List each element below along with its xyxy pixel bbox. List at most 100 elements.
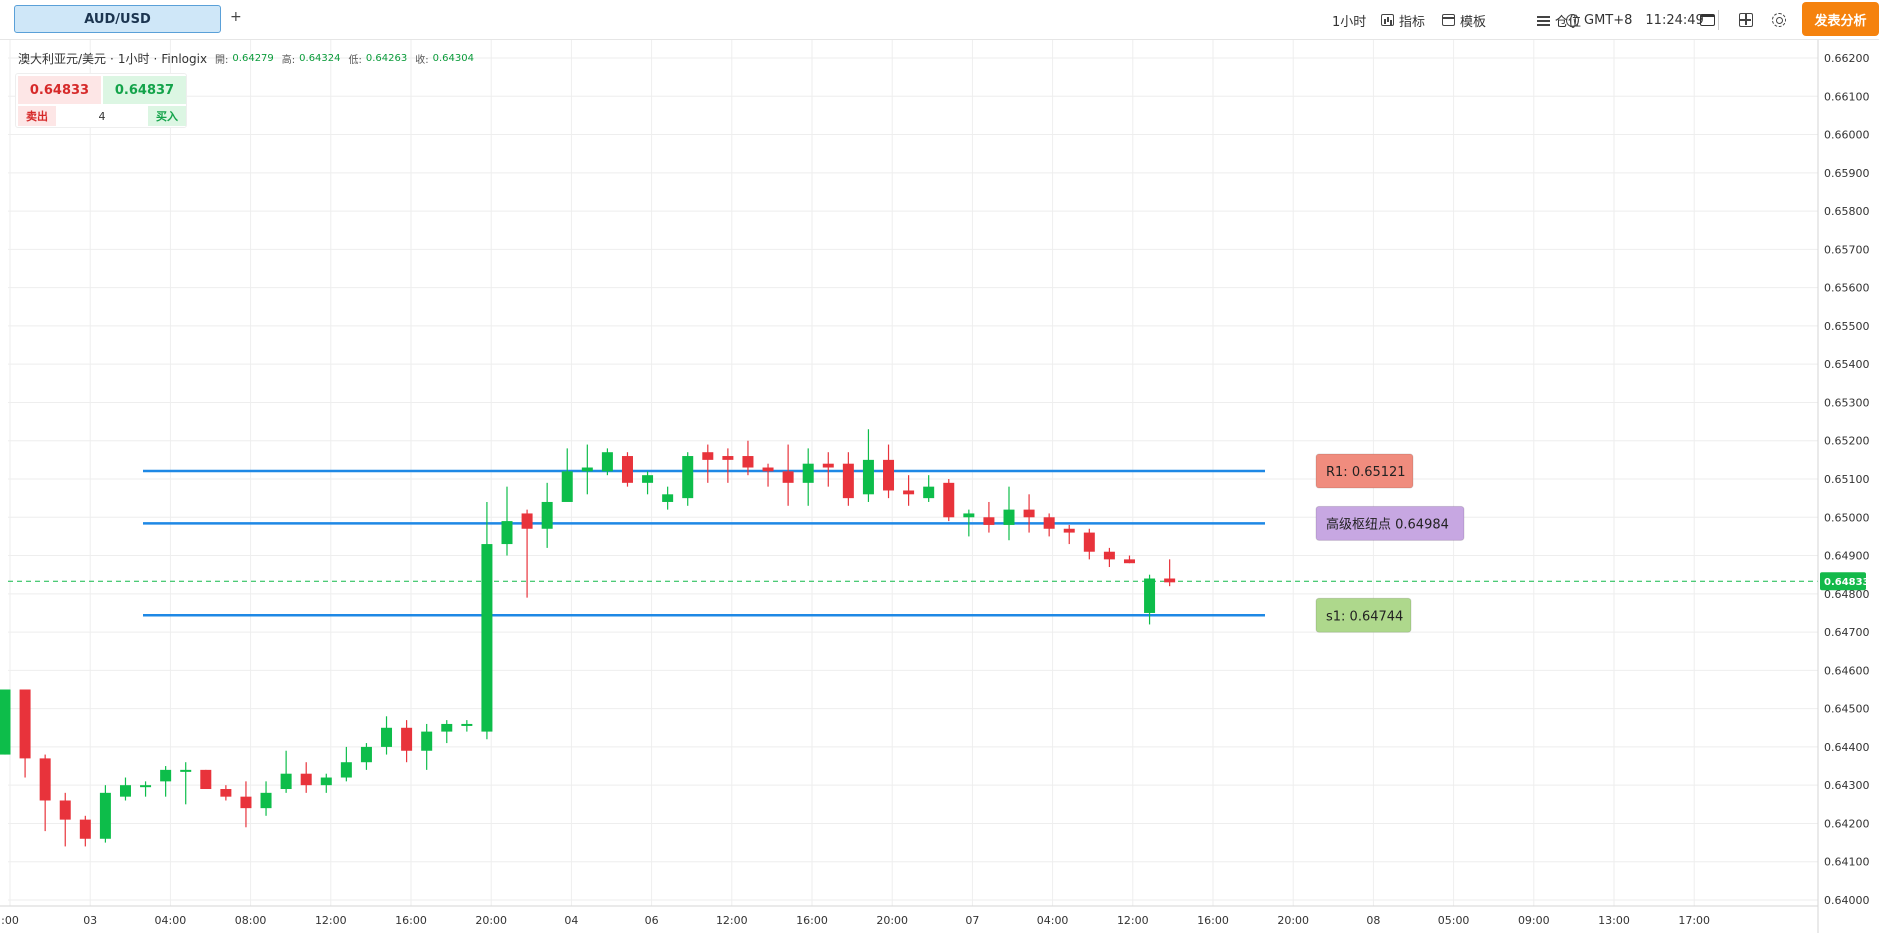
candle bbox=[200, 769, 212, 790]
candle bbox=[722, 448, 734, 483]
x-tick-label: 20:00 bbox=[876, 914, 908, 927]
level-label-box-pivot bbox=[1315, 505, 1465, 541]
y-tick-label: 0.64200 bbox=[1824, 817, 1870, 830]
buy-price[interactable]: 0.64837 bbox=[103, 76, 186, 104]
indicator-chart-icon bbox=[1381, 14, 1394, 26]
y-tick-label: 0.65300 bbox=[1824, 396, 1870, 409]
axes: 0.66200 0.66100 0.66000 0.65900 0.65800 0.657… bbox=[0, 40, 1870, 933]
sell-button[interactable]: 卖出 bbox=[18, 106, 56, 126]
candle-body bbox=[280, 773, 292, 790]
interval-label: 1小时 bbox=[1332, 14, 1367, 30]
x-tick-label: 20:00 bbox=[475, 914, 507, 927]
x-tick-label: 08:00 bbox=[235, 914, 267, 927]
candle-body bbox=[140, 785, 152, 788]
y-tick-label: 0.64500 bbox=[1824, 703, 1870, 716]
candle-body bbox=[662, 494, 674, 502]
candle-body bbox=[461, 723, 473, 726]
candle-body bbox=[742, 456, 754, 468]
timezone-label: GMT+8 bbox=[1584, 12, 1633, 28]
candle-body bbox=[782, 471, 794, 483]
candle-body bbox=[501, 521, 513, 545]
y-tick-label: 0.65800 bbox=[1824, 205, 1870, 218]
candle bbox=[762, 463, 774, 487]
y-tick-label: 0.65700 bbox=[1824, 243, 1870, 256]
layout-button[interactable] bbox=[1739, 10, 1753, 30]
candle bbox=[802, 448, 814, 506]
x-tick-label: 12:00 bbox=[716, 914, 748, 927]
candle bbox=[421, 723, 433, 770]
quick-trade-panel: 0.64833 0.64837 卖出 买入 bbox=[15, 73, 187, 128]
last-price-badge bbox=[1820, 572, 1866, 591]
candle-body bbox=[1144, 578, 1156, 613]
candle bbox=[983, 501, 995, 533]
candle-body bbox=[300, 773, 312, 786]
interval-selector[interactable]: 1小时 bbox=[1332, 10, 1366, 30]
candle bbox=[0, 689, 11, 755]
x-tick-label: 07 bbox=[965, 914, 979, 927]
candle bbox=[782, 444, 794, 506]
y-tick-label: 0.65400 bbox=[1824, 358, 1870, 371]
candles bbox=[0, 429, 1176, 847]
add-tab-button[interactable]: + bbox=[230, 9, 242, 25]
candle-body bbox=[99, 792, 111, 839]
candle bbox=[621, 452, 633, 487]
candle-body bbox=[842, 463, 854, 499]
indicators-button[interactable]: 指标 bbox=[1381, 10, 1425, 30]
x-tick-label: 08 bbox=[1366, 914, 1380, 927]
level-label-R1: R1: 0.65121 bbox=[1326, 465, 1406, 480]
level-label-pivot: 高级枢纽点 0.64984 bbox=[1326, 516, 1449, 532]
candle bbox=[1063, 524, 1075, 545]
toolbar-divider bbox=[1718, 10, 1719, 30]
candle-body bbox=[802, 463, 814, 483]
candle bbox=[1023, 494, 1035, 533]
candle-body bbox=[320, 777, 332, 786]
candle-body bbox=[963, 513, 975, 518]
legend-high-label: 高: bbox=[281, 55, 296, 66]
candle bbox=[461, 720, 473, 732]
candle-body bbox=[1023, 509, 1035, 518]
candle bbox=[1043, 513, 1055, 537]
candle-body bbox=[79, 819, 91, 839]
y-tick-label: 0.64400 bbox=[1824, 741, 1870, 754]
legend-close-label: 收: bbox=[415, 55, 429, 66]
candle-body bbox=[160, 769, 172, 782]
candle bbox=[39, 754, 51, 832]
candle bbox=[260, 781, 272, 816]
candle-body bbox=[19, 689, 31, 759]
y-tick-label: 0.64900 bbox=[1824, 550, 1870, 563]
x-tick-label: 06 bbox=[645, 914, 659, 927]
candle bbox=[963, 509, 975, 537]
candle-body bbox=[983, 517, 995, 525]
candle-body bbox=[762, 467, 774, 472]
level-label-box-R1 bbox=[1315, 453, 1414, 489]
symbol-tab[interactable]: AUD/USD bbox=[14, 5, 221, 33]
candle-body bbox=[260, 792, 272, 809]
candle bbox=[581, 444, 593, 495]
candle-body bbox=[39, 758, 51, 801]
buy-button[interactable]: 买入 bbox=[148, 106, 186, 126]
candle bbox=[1144, 574, 1156, 625]
level-label-box-S1 bbox=[1315, 597, 1412, 633]
snapshot-button[interactable] bbox=[1700, 10, 1715, 30]
candle-body bbox=[682, 456, 694, 499]
quantity-input[interactable] bbox=[58, 106, 146, 126]
x-tick-label: 12:00 bbox=[1117, 914, 1149, 927]
candle bbox=[662, 486, 674, 510]
settings-button[interactable] bbox=[1772, 10, 1786, 30]
publish-analysis-button[interactable]: 发表分析 bbox=[1802, 2, 1879, 36]
legend-open-label: 開: bbox=[215, 55, 229, 66]
candle-body bbox=[1164, 578, 1176, 583]
candle bbox=[99, 785, 111, 843]
y-tick-label: 0.65100 bbox=[1824, 473, 1870, 486]
templates-button[interactable]: 模板 bbox=[1442, 10, 1486, 30]
candle bbox=[381, 716, 393, 755]
legend-source: Finlogix bbox=[161, 51, 208, 66]
sell-price[interactable]: 0.64833 bbox=[18, 76, 101, 104]
x-tick-label: 04:00 bbox=[155, 914, 187, 927]
legend-separator: · bbox=[110, 51, 114, 66]
timezone-selector[interactable]: GMT+8 11:24:49 bbox=[1566, 10, 1704, 30]
x-tick-label: 16:00 bbox=[796, 914, 828, 927]
candle-body bbox=[702, 452, 714, 460]
y-tick-label: 0.64300 bbox=[1824, 779, 1870, 792]
